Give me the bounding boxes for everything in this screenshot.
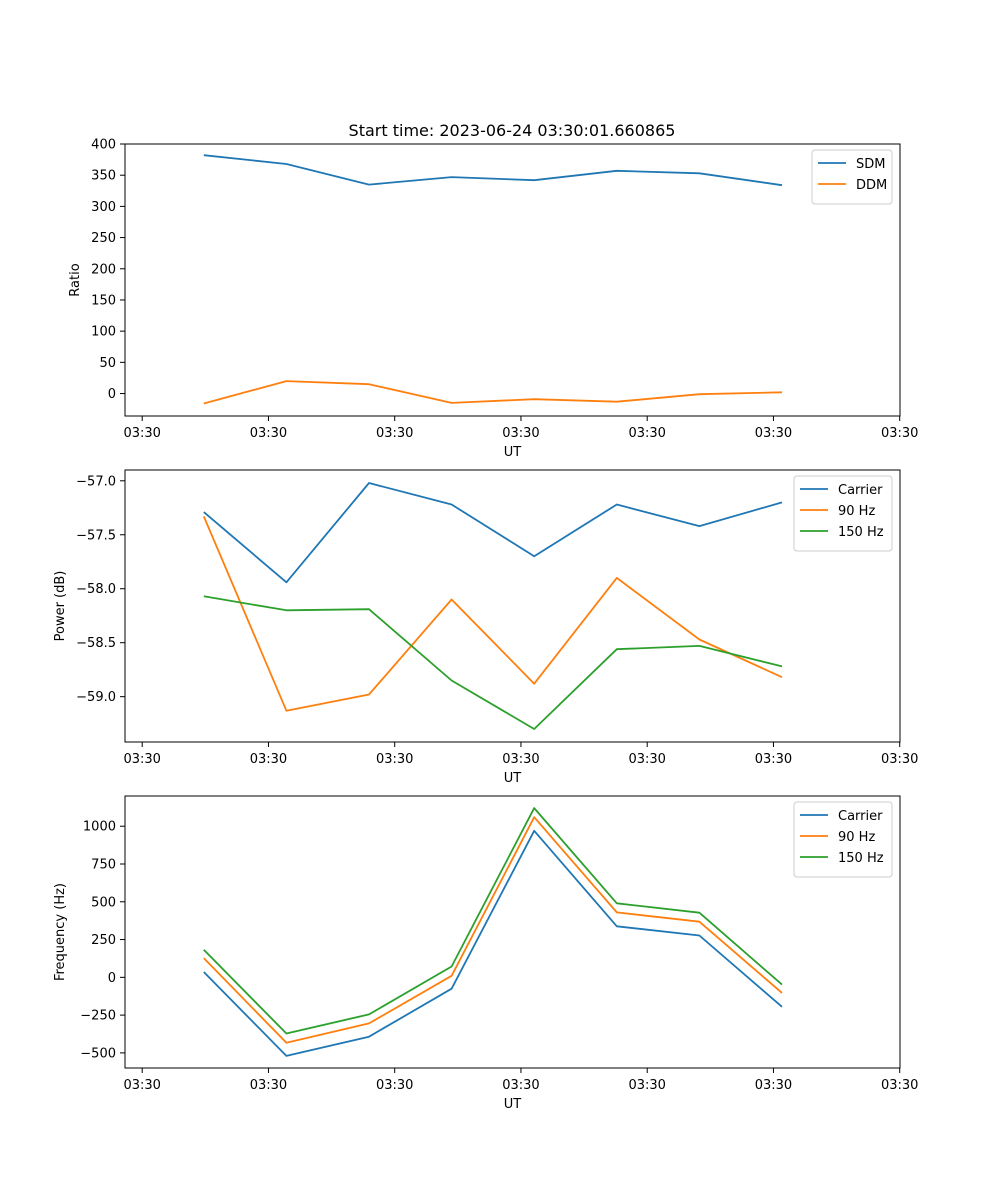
x-tick-label: 03:30 (123, 1078, 160, 1093)
y-tick-label: −59.0 (76, 690, 116, 705)
figure-title: Start time: 2023-06-24 03:30:01.660865 (349, 121, 676, 140)
x-tick-label: 03:30 (502, 426, 539, 441)
axes-frame (124, 469, 901, 743)
x-tick-label: 03:30 (881, 1078, 918, 1093)
x-tick-label: 03:30 (502, 1078, 539, 1093)
x-axis-label: UT (504, 1097, 522, 1112)
legend: Carrier 90 Hz 150 Hz (793, 475, 893, 552)
y-tick-label: 100 (91, 325, 116, 340)
x-tick-label: 03:30 (250, 426, 287, 441)
axes-frame (124, 795, 901, 1069)
legend-label: 150 Hz (838, 525, 884, 540)
x-tick-label: 03:30 (376, 752, 413, 767)
x-tick-label: 03:30 (628, 1078, 665, 1093)
subplot-2: 03:3003:3003:3003:3003:3003:3003:3003:31… (53, 469, 918, 786)
legend-box (793, 475, 893, 552)
y-tick-label: 150 (91, 293, 116, 308)
y-tick-label: −58.0 (76, 582, 116, 597)
x-tick-label: 03:30 (881, 752, 918, 767)
legend-label: Carrier (838, 809, 883, 824)
x-tick-label: 03:30 (376, 1078, 413, 1093)
series-line-carrier (203, 829, 783, 1057)
series-line-carrier (203, 482, 783, 584)
axes-frame (124, 143, 901, 417)
x-tick-label: 03:30 (628, 426, 665, 441)
subplot-3: 03:3003:3003:3003:3003:3003:3003:3003:31… (53, 795, 918, 1112)
y-tick-label: −500 (80, 1046, 116, 1061)
y-tick-label: 250 (91, 933, 116, 948)
series-line-150-hz (203, 595, 783, 730)
legend-label: 150 Hz (838, 851, 884, 866)
x-tick-label: 03:30 (755, 1078, 792, 1093)
y-tick-label: −57.0 (76, 474, 116, 489)
y-axis-label: Power (dB) (53, 571, 68, 642)
legend: Carrier 90 Hz 150 Hz (793, 801, 893, 878)
y-tick-label: 300 (91, 200, 116, 215)
y-axis-label: Frequency (Hz) (53, 883, 68, 981)
x-tick-label: 03:30 (250, 752, 287, 767)
x-axis-label: UT (504, 445, 522, 460)
y-tick-label: −250 (80, 1009, 116, 1024)
x-tick-label: 03:30 (881, 426, 918, 441)
x-tick-label: 03:30 (250, 1078, 287, 1093)
x-tick-label: 03:30 (755, 426, 792, 441)
legend-label: DDM (856, 178, 887, 193)
subplots: 03:3003:3003:3003:3003:3003:3003:3003:31… (53, 138, 918, 1113)
x-tick-label: 03:30 (628, 752, 665, 767)
y-tick-label: 200 (91, 262, 116, 277)
subplot-1: 03:3003:3003:3003:3003:3003:3003:3003:31… (68, 138, 918, 461)
y-tick-label: 0 (108, 971, 116, 986)
y-tick-label: 0 (108, 387, 116, 402)
y-tick-label: 400 (91, 138, 116, 153)
x-tick-label: 03:30 (123, 752, 160, 767)
x-tick-label: 03:30 (502, 752, 539, 767)
x-tick-label: 03:30 (376, 426, 413, 441)
y-tick-label: −58.5 (76, 636, 116, 651)
y-tick-label: −57.5 (76, 528, 116, 543)
series-line-ddm (203, 380, 783, 405)
legend-label: Carrier (838, 483, 883, 498)
legend-label: 90 Hz (838, 504, 875, 519)
x-tick-label: 03:30 (123, 426, 160, 441)
y-tick-label: 750 (91, 858, 116, 873)
y-tick-label: 350 (91, 169, 116, 184)
y-tick-label: 1000 (83, 820, 116, 835)
series-line-90-hz (203, 816, 783, 1044)
y-tick-label: 500 (91, 895, 116, 910)
x-tick-label: 03:30 (755, 752, 792, 767)
legend: SDM DDM (811, 149, 893, 205)
y-axis-label: Ratio (68, 263, 83, 296)
legend-label: SDM (856, 157, 885, 172)
series-line-sdm (203, 154, 783, 187)
legend-box (793, 801, 893, 878)
y-tick-label: 250 (91, 231, 116, 246)
x-axis-label: UT (504, 771, 522, 786)
series-line-90-hz (202, 516, 783, 712)
y-tick-label: 50 (99, 356, 116, 371)
legend-label: 90 Hz (838, 830, 875, 845)
series-line-150-hz (203, 807, 783, 1035)
